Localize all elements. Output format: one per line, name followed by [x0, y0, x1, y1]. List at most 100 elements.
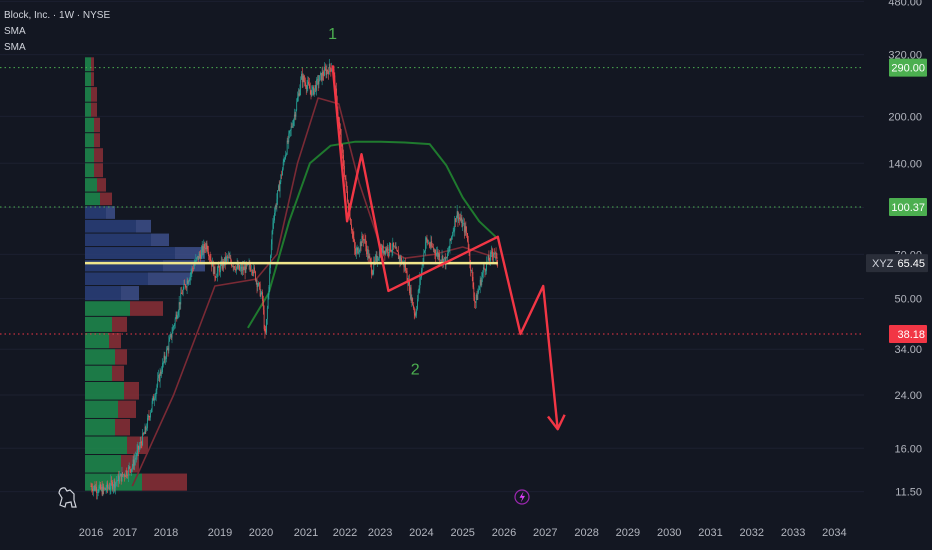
- candle-body: [339, 121, 340, 129]
- candle-body: [376, 255, 378, 262]
- candle-body: [296, 101, 298, 111]
- candle-body: [131, 466, 133, 469]
- indicator-sma-1[interactable]: SMA: [4, 26, 26, 37]
- candle-body: [304, 80, 306, 83]
- candle-body: [397, 251, 399, 260]
- volume-profile-bar-down: [97, 178, 106, 192]
- candle-body: [306, 85, 308, 90]
- volume-profile-bar-down: [91, 102, 97, 117]
- level-tag-2[interactable]: [889, 325, 927, 343]
- time-axis[interactable]: 2016 2017 2018 2019 2020 2021 2022 2023 2024 2025…: [0, 515, 864, 550]
- volume-profile-bar-down: [118, 400, 136, 418]
- candle-body: [136, 450, 138, 457]
- candle-body: [262, 300, 264, 311]
- candle-body: [397, 250, 398, 252]
- candle-body: [458, 217, 460, 221]
- candle-body: [224, 257, 225, 266]
- price-axis[interactable]: 11.5016.0024.0034.0050.0070.00100.00140.…: [864, 0, 932, 550]
- candle-body: [389, 243, 391, 253]
- last-price-tag[interactable]: [866, 254, 928, 273]
- y-tick-label: 24.00: [894, 390, 922, 402]
- candle-body: [105, 489, 107, 491]
- projection-path[interactable]: [331, 65, 566, 431]
- volume-profile-bar-up: [85, 286, 121, 301]
- candle-body: [174, 318, 176, 325]
- candle-body: [282, 168, 283, 176]
- volume-profile-bar-up: [85, 148, 94, 163]
- candle-body: [496, 253, 498, 263]
- last-price-value: 65.45: [897, 258, 925, 270]
- x-tick-label: 2021: [294, 527, 318, 539]
- candle-body: [390, 251, 392, 252]
- candle-body: [359, 249, 360, 253]
- candle-body: [486, 262, 487, 271]
- candle-body: [122, 472, 124, 476]
- candle-body: [302, 75, 304, 83]
- lightning-icon[interactable]: [514, 489, 530, 505]
- symbol-title[interactable]: Block, Inc. · 1W · NYSE: [4, 10, 111, 21]
- candle-body: [440, 260, 441, 261]
- candle-body: [384, 250, 386, 255]
- candle-body: [196, 257, 198, 259]
- annotations: 12: [328, 26, 420, 379]
- candle-body: [187, 280, 189, 284]
- candle-body: [116, 481, 117, 483]
- indicator-sma-2[interactable]: SMA: [4, 42, 26, 53]
- candle-body: [377, 260, 379, 262]
- volume-profile-bar-up: [85, 57, 91, 72]
- candle-body: [234, 266, 236, 269]
- projection-line[interactable]: [331, 65, 559, 430]
- last-price-symbol: XYZ: [872, 258, 894, 270]
- candle-body: [240, 266, 242, 269]
- x-tick-label: 2027: [533, 527, 557, 539]
- candle-body: [405, 263, 406, 271]
- candle-body: [416, 309, 418, 314]
- candle-body: [137, 445, 139, 451]
- candle-body: [482, 267, 484, 273]
- candle-body: [453, 230, 455, 231]
- candle-body: [428, 243, 430, 246]
- candle-body: [266, 307, 268, 320]
- x-tick-label: 2029: [616, 527, 640, 539]
- candle-body: [113, 480, 115, 487]
- candle-body: [370, 258, 371, 263]
- candle-body: [249, 263, 251, 268]
- level-tag-1[interactable]: [889, 198, 927, 216]
- candle-body: [274, 212, 275, 221]
- candle-body: [177, 315, 178, 319]
- candle-body: [166, 348, 168, 350]
- candle-body: [436, 253, 437, 256]
- candle-body: [463, 223, 465, 233]
- volume-profile-bar-up: [85, 102, 91, 117]
- candle-body: [170, 333, 171, 338]
- candle-body: [305, 86, 307, 90]
- x-tick-label: 2020: [249, 527, 273, 539]
- candle-body: [345, 178, 347, 182]
- candle-body: [368, 255, 370, 259]
- volume-profile-bar-up: [85, 72, 91, 87]
- candle-body: [396, 247, 398, 251]
- candle-body: [208, 256, 210, 257]
- candle-body: [292, 125, 294, 127]
- volume-profile-bar-down: [94, 117, 100, 133]
- candle-body: [471, 269, 473, 277]
- candle-body: [417, 290, 419, 300]
- candle-body: [165, 358, 167, 360]
- candle-body: [492, 254, 494, 257]
- candle-body: [262, 292, 263, 301]
- candle-body: [242, 266, 244, 272]
- candle-body: [214, 266, 216, 278]
- volume-profile-bar-down: [136, 219, 151, 233]
- x-tick-label: 2030: [657, 527, 681, 539]
- candle-body: [343, 154, 344, 166]
- candle-body: [415, 313, 417, 316]
- candle-body: [270, 244, 272, 256]
- level-tag-0[interactable]: [889, 58, 927, 77]
- candle-body: [207, 249, 209, 253]
- candle-body: [123, 474, 124, 476]
- candle-body: [393, 246, 395, 248]
- candle-body: [106, 483, 108, 490]
- candle-body: [455, 218, 456, 223]
- candle-body: [192, 267, 194, 269]
